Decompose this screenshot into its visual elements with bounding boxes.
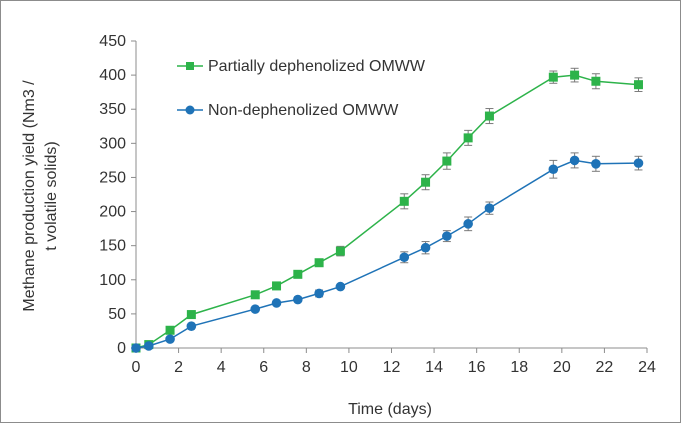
y-tick-label: 150 bbox=[99, 238, 126, 255]
y-tick-label: 350 bbox=[99, 101, 126, 118]
data-point bbox=[335, 246, 345, 256]
data-point bbox=[165, 334, 175, 344]
data-point bbox=[271, 298, 282, 308]
x-tick-label: 22 bbox=[596, 359, 614, 376]
data-point bbox=[293, 269, 303, 279]
data-point bbox=[463, 133, 473, 143]
data-point bbox=[548, 164, 559, 175]
data-point bbox=[484, 111, 494, 121]
x-tick-label: 0 bbox=[132, 359, 141, 376]
x-tick-label: 10 bbox=[340, 359, 358, 376]
data-point bbox=[421, 177, 431, 187]
x-tick-label: 2 bbox=[174, 359, 183, 376]
x-tick-label: 8 bbox=[302, 359, 311, 376]
data-point bbox=[633, 158, 644, 168]
series-circle bbox=[131, 152, 644, 353]
y-tick-label: 250 bbox=[99, 169, 126, 186]
x-tick-label: 24 bbox=[638, 359, 656, 376]
data-point bbox=[633, 80, 643, 90]
data-point bbox=[314, 258, 324, 268]
y-tick-label: 100 bbox=[99, 272, 126, 289]
data-point bbox=[293, 294, 303, 305]
data-point bbox=[442, 156, 452, 166]
data-point bbox=[570, 70, 580, 80]
x-axis-ticks: 0 2 4 6 8 10 12 14 16 18 20 22 24 bbox=[132, 348, 656, 376]
x-tick-label: 16 bbox=[468, 359, 486, 376]
series-layer bbox=[131, 67, 644, 353]
x-tick-label: 4 bbox=[217, 359, 226, 376]
legend-item-partially-dephenolized: Partially dephenolized OMWW bbox=[177, 58, 426, 75]
y-axis-title-line-2: t volatile solids) bbox=[43, 141, 60, 250]
data-point bbox=[420, 242, 431, 253]
axes bbox=[135, 41, 647, 349]
data-point bbox=[272, 281, 282, 291]
data-point bbox=[250, 290, 260, 300]
legend-marker-square bbox=[186, 62, 194, 70]
data-point bbox=[186, 310, 196, 320]
y-tick-label: 300 bbox=[99, 135, 126, 152]
data-point bbox=[442, 231, 452, 241]
legend-item-non-dephenolized: Non-dephenolized OMWW bbox=[177, 102, 399, 119]
series-line bbox=[135, 159, 639, 349]
y-axis-ticks: 0 50 100 150 200 250 300 350 400 450 bbox=[99, 33, 136, 357]
data-point bbox=[335, 281, 346, 292]
x-tick-label: 12 bbox=[383, 359, 401, 376]
data-point bbox=[314, 288, 324, 299]
legend-label-non-dephenolized: Non-dephenolized OMWW bbox=[208, 102, 399, 119]
data-point bbox=[143, 341, 154, 351]
data-point bbox=[165, 325, 175, 335]
data-point bbox=[131, 343, 141, 353]
legend: Partially dephenolized OMWW Non-dephenol… bbox=[177, 58, 426, 119]
x-tick-label: 14 bbox=[425, 359, 443, 376]
y-tick-label: 50 bbox=[108, 306, 126, 323]
y-tick-label: 0 bbox=[117, 340, 126, 357]
x-axis-title: Time (days) bbox=[348, 401, 432, 418]
data-point bbox=[569, 155, 580, 166]
data-point bbox=[463, 219, 473, 229]
y-tick-label: 200 bbox=[99, 204, 126, 221]
legend-marker-circle bbox=[185, 105, 195, 115]
data-point bbox=[399, 252, 410, 263]
x-tick-label: 20 bbox=[553, 359, 571, 376]
legend-label-partially-dephenolized: Partially dephenolized OMWW bbox=[208, 58, 426, 75]
data-point bbox=[548, 72, 558, 82]
y-tick-label: 450 bbox=[99, 33, 126, 50]
data-point bbox=[186, 321, 197, 331]
data-point bbox=[250, 304, 261, 314]
data-point bbox=[399, 196, 409, 206]
data-point bbox=[591, 76, 601, 86]
data-point bbox=[484, 203, 495, 213]
data-point bbox=[591, 159, 601, 169]
x-tick-label: 6 bbox=[259, 359, 268, 376]
y-tick-label: 400 bbox=[99, 67, 126, 84]
y-axis-title-line-1: Methane production yield (Nm3 / bbox=[21, 80, 38, 312]
x-tick-label: 18 bbox=[510, 359, 528, 376]
